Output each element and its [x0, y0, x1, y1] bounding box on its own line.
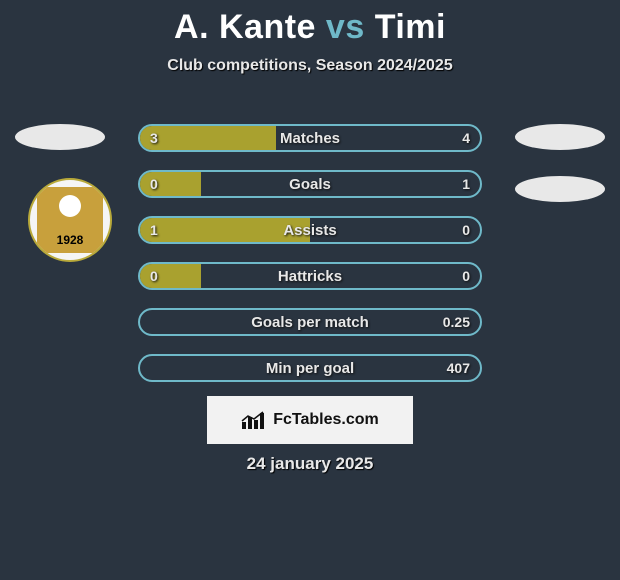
stat-row: 34Matches — [138, 124, 482, 152]
stat-label: Min per goal — [140, 356, 480, 380]
watermark: FcTables.com — [207, 396, 413, 444]
player1-name: A. Kante — [174, 8, 316, 46]
stat-label: Hattricks — [140, 264, 480, 288]
stat-row: 01Goals — [138, 170, 482, 198]
stat-row: 00Hattricks — [138, 262, 482, 290]
subtitle: Club competitions, Season 2024/2025 — [0, 57, 620, 75]
stat-row: 407Min per goal — [138, 354, 482, 382]
player2-badge-placeholder-1 — [515, 124, 605, 150]
stat-row: 10Assists — [138, 216, 482, 244]
club-badge-ball-icon — [59, 195, 81, 217]
stats-bars: 34Matches 01Goals 10Assists 00Hattricks 0.25… — [138, 124, 482, 400]
stat-label: Matches — [140, 126, 480, 150]
watermark-chart-icon — [241, 410, 267, 430]
stat-label: Assists — [140, 218, 480, 242]
comparison-title: A. Kante vs Timi — [0, 0, 620, 47]
club-badge-year: 1928 — [37, 233, 103, 247]
player2-badge-placeholder-2 — [515, 176, 605, 202]
date: 24 january 2025 — [0, 454, 620, 474]
stat-label: Goals — [140, 172, 480, 196]
watermark-text: FcTables.com — [273, 411, 379, 429]
stat-label: Goals per match — [140, 310, 480, 334]
stat-row: 0.25Goals per match — [138, 308, 482, 336]
club-badge-inner: 1928 — [37, 187, 103, 253]
player1-badge-placeholder — [15, 124, 105, 150]
player2-name: Timi — [375, 8, 446, 46]
club-badge: 1928 — [28, 178, 112, 262]
vs-separator: vs — [326, 8, 365, 46]
